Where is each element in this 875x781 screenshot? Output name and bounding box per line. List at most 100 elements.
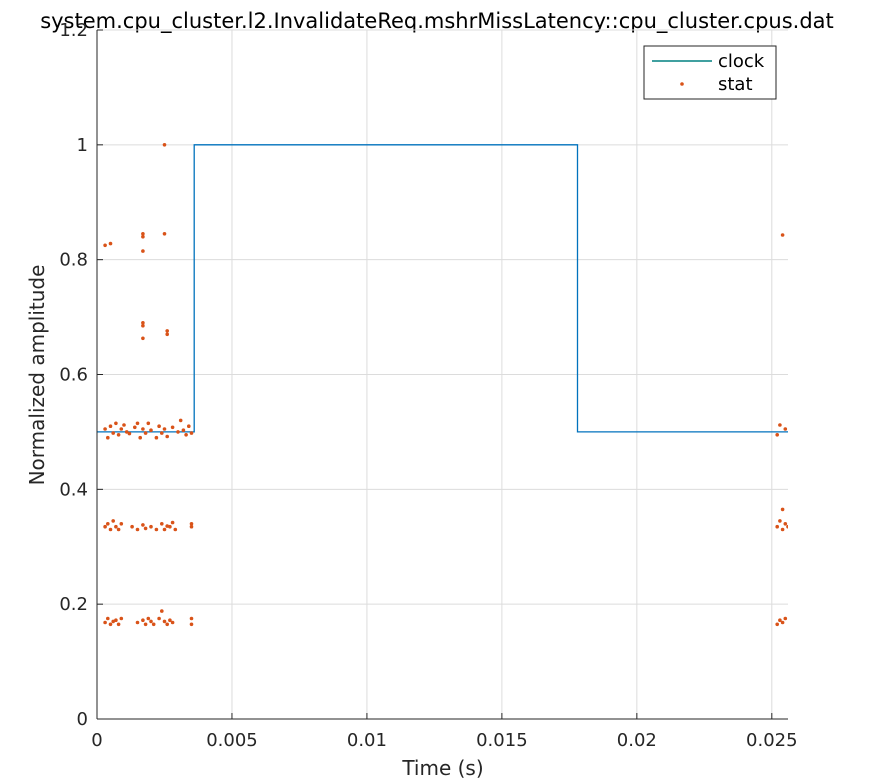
y-tick-label: 1 (77, 135, 88, 156)
data-point-stat (157, 616, 161, 621)
data-point-stat (162, 527, 167, 532)
data-point-stat (170, 620, 175, 625)
data-point-stat (780, 233, 785, 237)
data-point-stat (162, 427, 167, 431)
data-point-stat (160, 522, 164, 526)
data-point-stat (106, 435, 110, 440)
data-point-stat (141, 618, 145, 622)
data-point-stat (141, 234, 145, 239)
data-point-stat (157, 424, 161, 429)
data-point-stat (116, 622, 121, 627)
data-point-stat (135, 421, 140, 426)
data-point-stat (146, 616, 151, 621)
legend-stat-marker (680, 82, 684, 86)
data-point-stat (168, 618, 172, 622)
data-point-stat (783, 616, 788, 621)
data-point-stat (143, 431, 148, 435)
data-point-stat (127, 431, 132, 436)
y-tick-label: 0.6 (59, 365, 88, 386)
data-point-stat (141, 323, 145, 328)
data-point-stat (116, 433, 121, 437)
data-point-stat (130, 524, 134, 529)
y-tick-label: 0.8 (59, 250, 88, 271)
legend: clock stat (643, 45, 777, 100)
legend-clock-label: clock (718, 51, 765, 72)
series-line-clock (97, 144, 788, 433)
legend-box (643, 45, 777, 100)
legend-stat-label: stat (718, 74, 753, 95)
data-point-stat (119, 522, 124, 526)
y-axis-label: Normalized amplitude (25, 265, 49, 486)
data-point-stat (165, 622, 169, 627)
data-point-stat (778, 618, 782, 622)
data-point-stat (189, 622, 194, 627)
x-tick-label: 0 (91, 730, 102, 751)
data-point-stat (119, 427, 124, 431)
data-point-stat (160, 609, 164, 613)
data-point-stat (108, 527, 113, 532)
data-point-stat (775, 524, 779, 529)
series-layer (97, 143, 788, 627)
data-point-stat (176, 430, 180, 434)
data-point-stat (111, 519, 115, 523)
data-point-stat (103, 243, 107, 248)
data-point-stat (141, 232, 145, 236)
data-point-stat (103, 620, 107, 625)
data-point-stat (106, 616, 110, 621)
y-tick-label: 0.4 (59, 479, 88, 500)
data-point-stat (108, 622, 113, 627)
data-point-stat (173, 527, 178, 532)
data-point-stat (783, 522, 788, 526)
data-point-stat (111, 619, 115, 624)
data-point-stat (778, 423, 782, 427)
data-point-stat (124, 430, 129, 434)
data-point-stat (778, 519, 782, 523)
data-point-stat (170, 425, 175, 430)
data-point-stat (133, 425, 137, 430)
data-point-stat (154, 435, 159, 440)
data-point-stat (108, 424, 113, 429)
x-tick-label: 0.025 (746, 730, 798, 751)
data-point-stat (162, 619, 167, 624)
x-tick-label: 0.005 (206, 730, 258, 751)
data-point-stat (775, 622, 779, 627)
data-point-stat (114, 421, 118, 426)
data-point-stat (119, 616, 124, 621)
data-point-stat (108, 241, 113, 246)
data-point-stat (181, 428, 186, 433)
x-tick-label: 0.01 (347, 730, 387, 751)
data-point-stat (116, 527, 121, 532)
data-point-stat (189, 522, 194, 526)
y-tick-label: 0 (77, 709, 88, 730)
data-point-stat (168, 524, 172, 529)
data-point-stat (149, 524, 153, 529)
data-point-stat (141, 321, 145, 325)
grid (96, 29, 788, 720)
data-point-stat (106, 522, 110, 526)
data-point-stat (165, 332, 169, 337)
data-point-stat (111, 431, 115, 435)
data-point-stat (783, 427, 788, 431)
data-point-stat (103, 427, 107, 431)
x-ticks: 0 0.005 0.01 0.015 0.02 0.025 (91, 713, 798, 751)
data-point-stat (162, 143, 167, 147)
data-point-stat (189, 431, 194, 435)
data-point-stat (141, 523, 145, 527)
data-point-stat (141, 249, 145, 253)
data-point-stat (143, 526, 148, 531)
data-point-stat (165, 329, 169, 333)
data-point-stat (146, 421, 151, 426)
data-point-stat (775, 433, 779, 437)
data-point-stat (151, 622, 156, 627)
data-point-stat (165, 434, 169, 439)
data-point-stat (165, 524, 169, 528)
data-point-stat (170, 520, 175, 525)
data-point-stat (162, 232, 167, 236)
data-point-stat (135, 620, 140, 625)
data-point-stat (780, 527, 785, 532)
data-point-stat (184, 433, 188, 437)
data-point-stat (114, 524, 118, 529)
data-point-stat (149, 428, 153, 433)
y-tick-label: 0.2 (59, 594, 88, 615)
